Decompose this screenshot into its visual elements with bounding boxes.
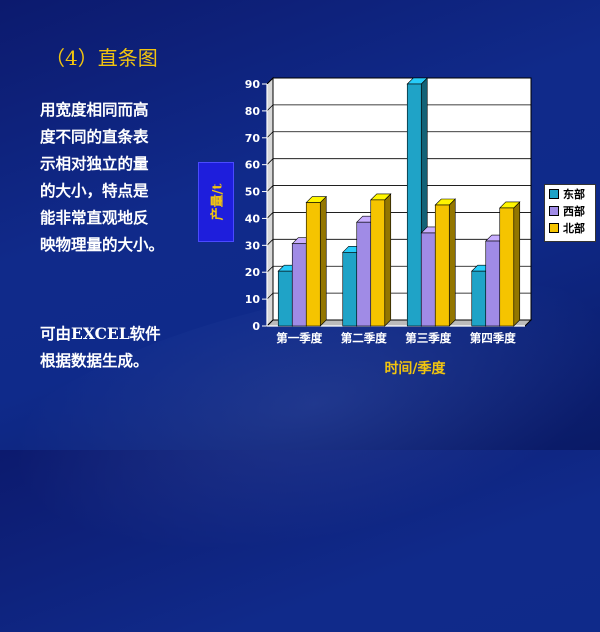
y-tick-label: 50 bbox=[245, 186, 261, 199]
gridline-depth bbox=[266, 212, 274, 219]
y-tick-label: 70 bbox=[245, 132, 261, 145]
gridline-depth bbox=[266, 131, 274, 139]
gridline-depth bbox=[266, 158, 274, 165]
chart-side-wall bbox=[266, 76, 274, 328]
x-axis-label: 时间/季度 bbox=[384, 361, 446, 377]
description-line: 的大小，特点是 bbox=[40, 181, 149, 200]
y-tick-label: 10 bbox=[245, 293, 261, 306]
legend-swatch bbox=[549, 222, 559, 233]
legend-item: 东部 bbox=[545, 185, 595, 202]
legend-swatch bbox=[549, 188, 559, 199]
gridline-depth bbox=[266, 77, 274, 85]
y-tick-label: 40 bbox=[245, 212, 261, 225]
bar-side bbox=[319, 195, 327, 327]
y-tick-label: 80 bbox=[245, 105, 261, 118]
bar-side bbox=[513, 201, 521, 327]
bar bbox=[277, 270, 293, 327]
gridline-depth bbox=[266, 319, 274, 327]
x-tick-label: 第二季度 bbox=[341, 331, 387, 345]
x-tick-label: 第三季度 bbox=[405, 331, 451, 345]
legend-label: 东部 bbox=[563, 187, 585, 201]
bar-side bbox=[448, 198, 456, 327]
gridline-depth bbox=[266, 185, 274, 192]
bar bbox=[499, 207, 515, 327]
note-line: 根据数据生成。 bbox=[40, 351, 149, 370]
gridline-depth bbox=[266, 239, 274, 246]
gridline-depth bbox=[266, 292, 274, 300]
legend-item: 北部 bbox=[545, 219, 595, 236]
legend-swatch bbox=[549, 205, 559, 216]
bar bbox=[471, 270, 487, 327]
bar bbox=[370, 199, 386, 327]
y-axis-label-box: 产量/t bbox=[198, 162, 234, 242]
y-tick-label: 20 bbox=[245, 266, 261, 279]
bar bbox=[485, 240, 501, 327]
bar bbox=[434, 204, 450, 327]
legend-item: 西部 bbox=[545, 202, 595, 219]
y-tick-label: 90 bbox=[245, 78, 261, 91]
bar bbox=[305, 202, 321, 327]
bar bbox=[356, 221, 372, 327]
gridline-depth bbox=[266, 265, 274, 273]
y-tick-label: 30 bbox=[245, 239, 261, 252]
legend-label: 西部 bbox=[563, 204, 585, 218]
description-line: 示相对独立的量 bbox=[40, 154, 149, 173]
slide-title: （4）直条图 bbox=[45, 46, 158, 70]
y-tick-label: 0 bbox=[252, 320, 260, 333]
gridline-depth bbox=[266, 104, 274, 112]
description-paragraph: 用宽度相同而高 度不同的直条表 示相对独立的量 的大小，特点是 能非常直观地反 … bbox=[40, 96, 200, 258]
x-tick-label: 第一季度 bbox=[276, 331, 322, 345]
note-line: 可由EXCEL软件 bbox=[40, 324, 161, 343]
bar bbox=[406, 83, 422, 327]
bar bbox=[420, 232, 436, 327]
y-tick-label: 60 bbox=[245, 159, 261, 172]
bar-side bbox=[384, 193, 392, 327]
legend-label: 北部 bbox=[563, 221, 585, 235]
description-line: 能非常直观地反 bbox=[40, 208, 149, 227]
description-line: 映物理量的大小。 bbox=[40, 235, 165, 254]
bar bbox=[291, 243, 307, 327]
bar-chart: 0 10 20 30 40 50 60 70 80 90 第一季度 第二季度 第三季度 第四季度 bbox=[245, 76, 533, 345]
bar bbox=[342, 252, 358, 327]
description-line: 度不同的直条表 bbox=[40, 127, 149, 146]
chart-legend: 东部 西部 北部 bbox=[544, 184, 596, 242]
excel-note-paragraph: 可由EXCEL软件 根据数据生成。 bbox=[40, 320, 200, 374]
description-line: 用宽度相同而高 bbox=[40, 100, 149, 119]
x-tick-label: 第四季度 bbox=[470, 331, 516, 345]
